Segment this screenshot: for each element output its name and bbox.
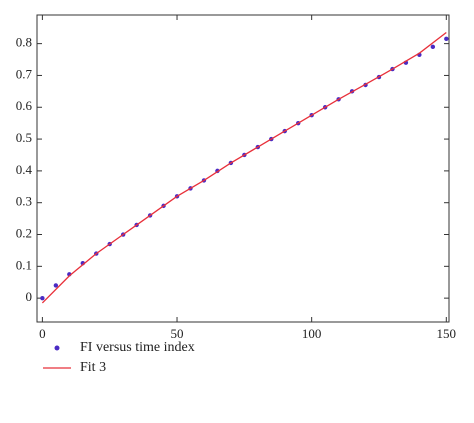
fit-line [41, 31, 447, 304]
y-tick-label: 0.5 [16, 130, 32, 145]
y-tick-label: 0.7 [16, 66, 33, 81]
y-tick-label: 0.6 [16, 98, 33, 113]
legend-marker [54, 345, 60, 351]
data-point [40, 295, 45, 301]
legend-label: Fit 3 [80, 360, 106, 375]
y-tick-label: 0.3 [16, 194, 32, 209]
y-tick-label: 0.1 [16, 257, 32, 272]
y-tick-label: 0.4 [16, 162, 33, 177]
x-tick-label: 0 [39, 326, 46, 341]
data-point [53, 283, 59, 288]
data-point [430, 44, 436, 50]
x-tick-label: 100 [302, 326, 322, 341]
y-tick-label: 0 [26, 289, 33, 304]
legend-label: FI versus time index [80, 340, 195, 355]
x-tick-label: 150 [437, 326, 457, 341]
plot-frame [36, 14, 450, 323]
legend: FI versus time index Fit 3 [43, 340, 195, 375]
x-tick-label: 50 [171, 326, 184, 341]
y-tick-label: 0.8 [16, 35, 32, 50]
y-tick-label: 0.2 [16, 225, 32, 240]
data-point [444, 36, 449, 42]
